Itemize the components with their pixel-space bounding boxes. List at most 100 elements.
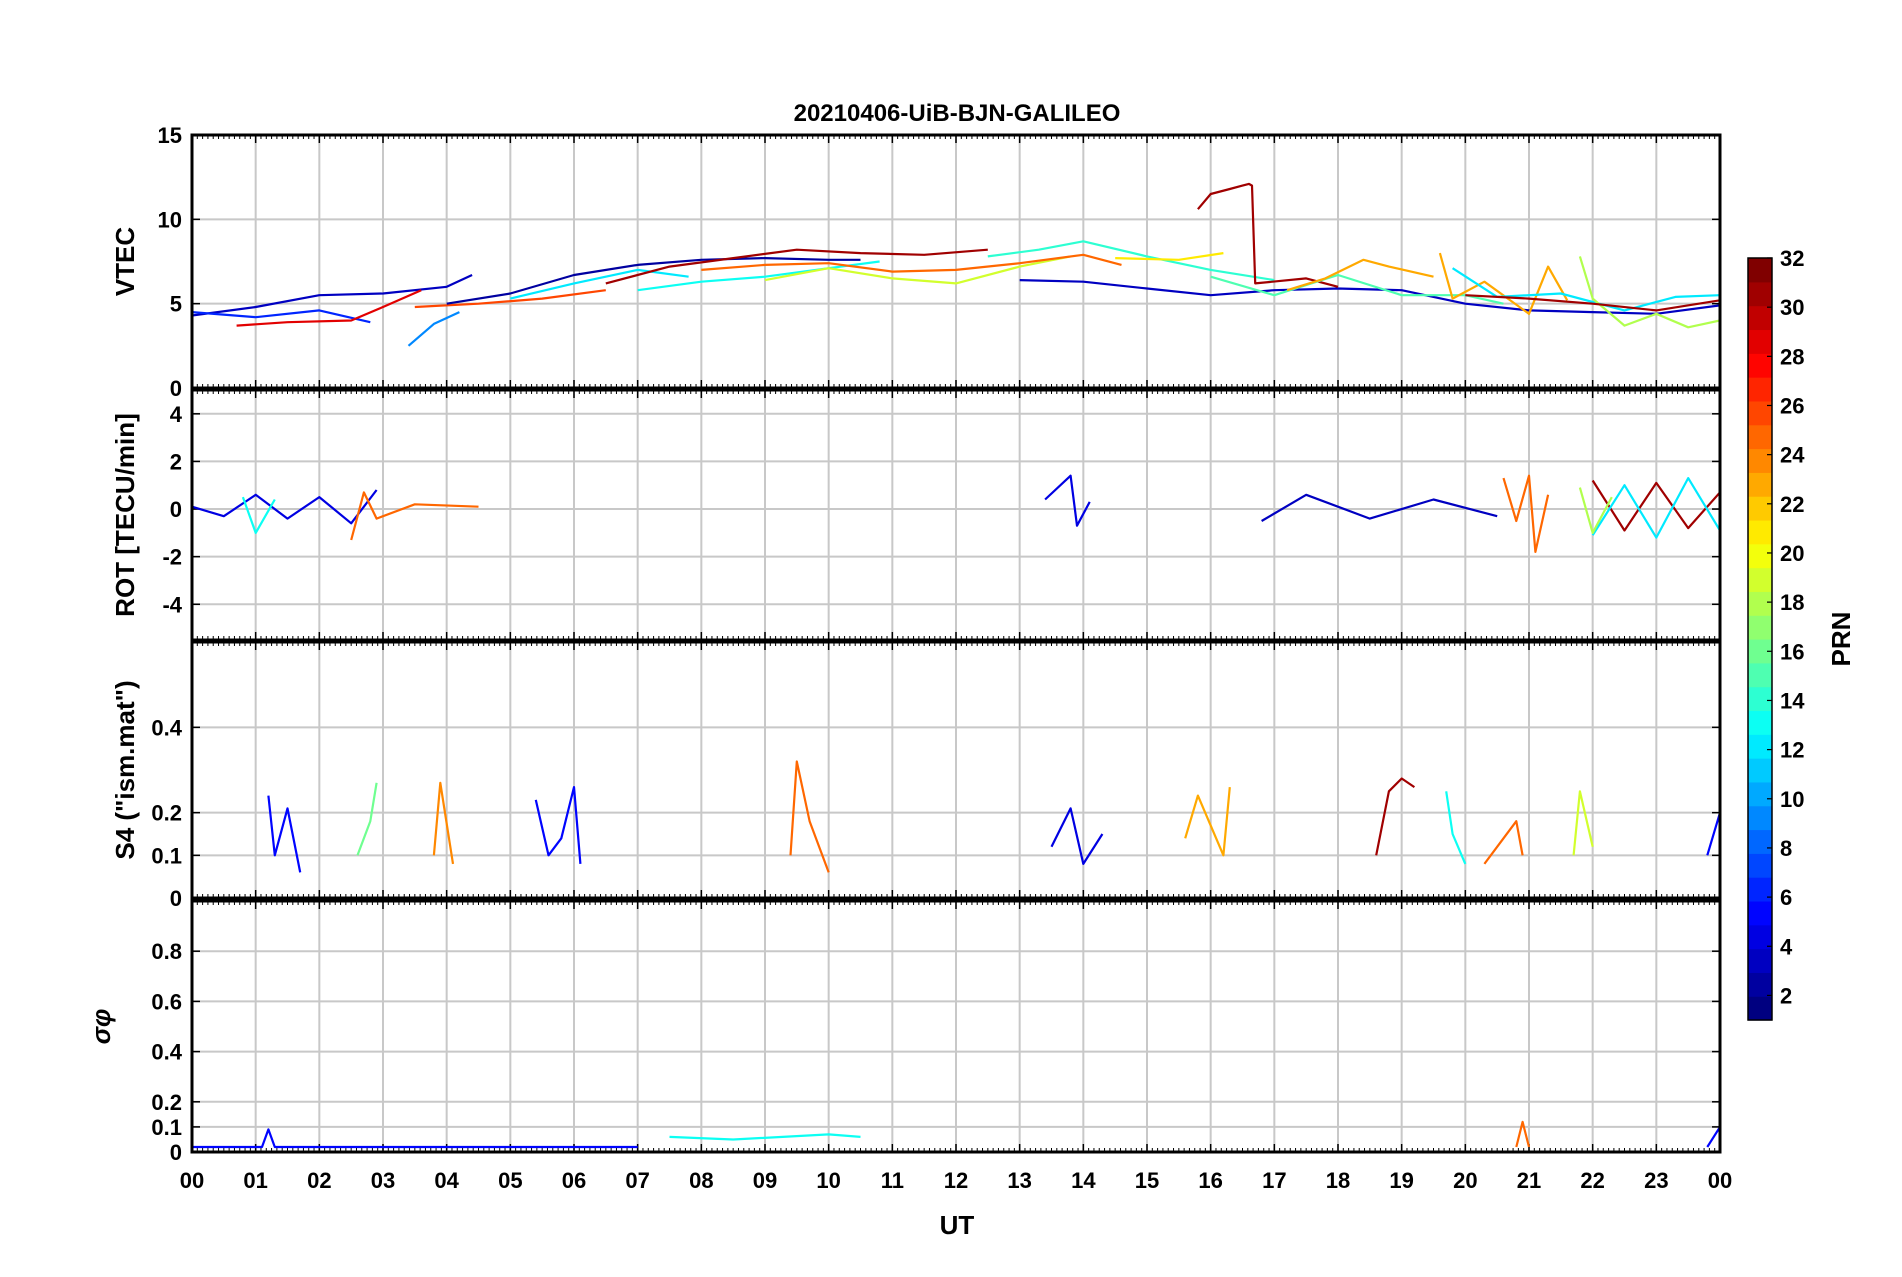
- colorbar-swatch: [1748, 353, 1772, 378]
- series-line-prn-29: [236, 289, 422, 327]
- y-tick-label: 0.8: [151, 939, 182, 964]
- series-line-prn-2: [446, 257, 861, 305]
- y-tick-label: 0.4: [151, 715, 182, 740]
- panel-s4: 0 0.1 0.2 0.4 S4 ("ism.mat"): [110, 640, 1722, 911]
- series-line-prn-25: [1515, 1120, 1531, 1148]
- x-axis-label: UT: [940, 1210, 975, 1240]
- colorbar-swatch: [1748, 305, 1772, 331]
- colorbar-swatch: [1748, 448, 1772, 473]
- series-line-prn-4: [192, 489, 378, 525]
- colorbar-swatch: [1748, 853, 1772, 878]
- colorbar-tick-label: 24: [1780, 443, 1805, 468]
- colorbar-tick-label: 16: [1780, 639, 1804, 664]
- colorbar-tick-label: 30: [1780, 295, 1804, 320]
- panel-sigma_phi: 00.10.2 0.4 0.6 0.8 σφ: [86, 899, 1722, 1165]
- series-line-prn-13: [1445, 791, 1467, 865]
- panel-rot: -4 -2 0 2 4 ROT [TECU/min]: [110, 388, 1722, 642]
- panel-frame: [190, 133, 1722, 390]
- colorbar-tick-label: 20: [1780, 541, 1804, 566]
- series-line-prn-31: [1375, 777, 1416, 856]
- y-tick-label: 2: [170, 449, 182, 474]
- series-line-prn-25: [350, 491, 479, 541]
- colorbar-frame: [1747, 257, 1773, 1021]
- series-line-prn-12: [1452, 267, 1720, 312]
- x-tick-label: 13: [1007, 1168, 1031, 1193]
- y-axis-label: VTEC: [110, 227, 140, 297]
- y-tick-label: 0: [170, 376, 182, 401]
- series-group: [192, 182, 1720, 347]
- series-line-prn-4: [1050, 807, 1104, 866]
- y-axis-label: ROT [TECU/min]: [110, 413, 140, 617]
- x-tick-label: 18: [1326, 1168, 1350, 1193]
- series-line-prn-9: [407, 311, 460, 347]
- series-line-prn-5: [1706, 1126, 1720, 1148]
- x-tick-label: 00: [180, 1168, 204, 1193]
- x-tick-label: 10: [816, 1168, 840, 1193]
- series-group: [192, 474, 1720, 554]
- x-tick-label: 12: [944, 1168, 968, 1193]
- y-tick-label: 0.2: [151, 801, 182, 826]
- x-tick-label: 11: [881, 1168, 904, 1193]
- chart-title: 20210406-UiB-BJN-GALILEO: [794, 100, 1121, 127]
- series-line-prn-12: [1591, 477, 1720, 539]
- series-line-prn-16: [356, 782, 378, 856]
- y-tick-label: 10: [158, 207, 182, 232]
- colorbar-label: PRN: [1826, 612, 1856, 667]
- series-line-prn-21: [1115, 252, 1224, 261]
- x-tick-label: 15: [1135, 1168, 1159, 1193]
- colorbar-tick-label: 28: [1780, 344, 1804, 369]
- series-group: [192, 1120, 1720, 1149]
- x-tick-label: 21: [1517, 1168, 1541, 1193]
- colorbar-tick-label: 26: [1780, 393, 1804, 418]
- colorbar-tick-label: 32: [1780, 246, 1804, 271]
- colorbar-swatch: [1748, 758, 1772, 783]
- x-tick-label: 20: [1453, 1168, 1477, 1193]
- x-tick-label: 19: [1389, 1168, 1413, 1193]
- colorbar-swatch: [1748, 924, 1772, 950]
- x-tick-label: 02: [307, 1168, 331, 1193]
- series-line-prn-6: [192, 309, 371, 324]
- colorbar-swatch: [1748, 900, 1772, 926]
- series-line-prn-14: [987, 240, 1275, 282]
- series-line-prn-23: [1286, 258, 1434, 292]
- y-tick-label: 15: [158, 123, 182, 148]
- colorbar-tick-label: 10: [1780, 787, 1804, 812]
- colorbar-tick-label: 12: [1780, 738, 1804, 763]
- y-tick-label: 0.4: [151, 1040, 182, 1065]
- colorbar-swatch: [1748, 972, 1772, 997]
- x-tick-label: 01: [243, 1168, 267, 1193]
- colorbar-swatch: [1748, 734, 1772, 759]
- y-tick-label: -4: [162, 592, 182, 617]
- colorbar-tick-label: 6: [1780, 885, 1792, 910]
- panel-frame: [190, 640, 1722, 900]
- series-line-prn-25: [701, 253, 1122, 273]
- series-line-prn-25: [789, 760, 830, 873]
- series-line-prn-18: [1578, 487, 1613, 535]
- colorbar-swatch: [1748, 281, 1772, 307]
- colorbar-swatch: [1748, 805, 1772, 831]
- x-tick-label: 16: [1198, 1168, 1222, 1193]
- colorbar-swatch: [1748, 948, 1772, 973]
- series-line-prn-26: [414, 289, 606, 309]
- colorbar-swatch: [1748, 686, 1772, 712]
- colorbar-swatch: [1748, 662, 1772, 688]
- series-line-prn-3: [1261, 493, 1498, 522]
- series-line-prn-13: [669, 1133, 861, 1141]
- series-line-prn-19: [1572, 790, 1594, 856]
- series-line-prn-5: [192, 1128, 638, 1149]
- x-tick-label: 06: [562, 1168, 586, 1193]
- colorbar-swatch: [1748, 543, 1772, 569]
- series-line-prn-3: [192, 274, 473, 317]
- series-line-prn-31: [605, 248, 988, 285]
- y-tick-label: 0: [170, 886, 182, 911]
- colorbar-swatch: [1748, 996, 1772, 1021]
- series-line-prn-4: [1044, 474, 1091, 527]
- y-tick-label: 0: [170, 1140, 182, 1165]
- series-line-prn-13: [241, 496, 276, 535]
- colorbar-swatch: [1748, 829, 1772, 854]
- colorbar-swatch: [1748, 781, 1772, 807]
- panel-frame: [190, 899, 1722, 1154]
- series-line-prn-24: [432, 781, 455, 865]
